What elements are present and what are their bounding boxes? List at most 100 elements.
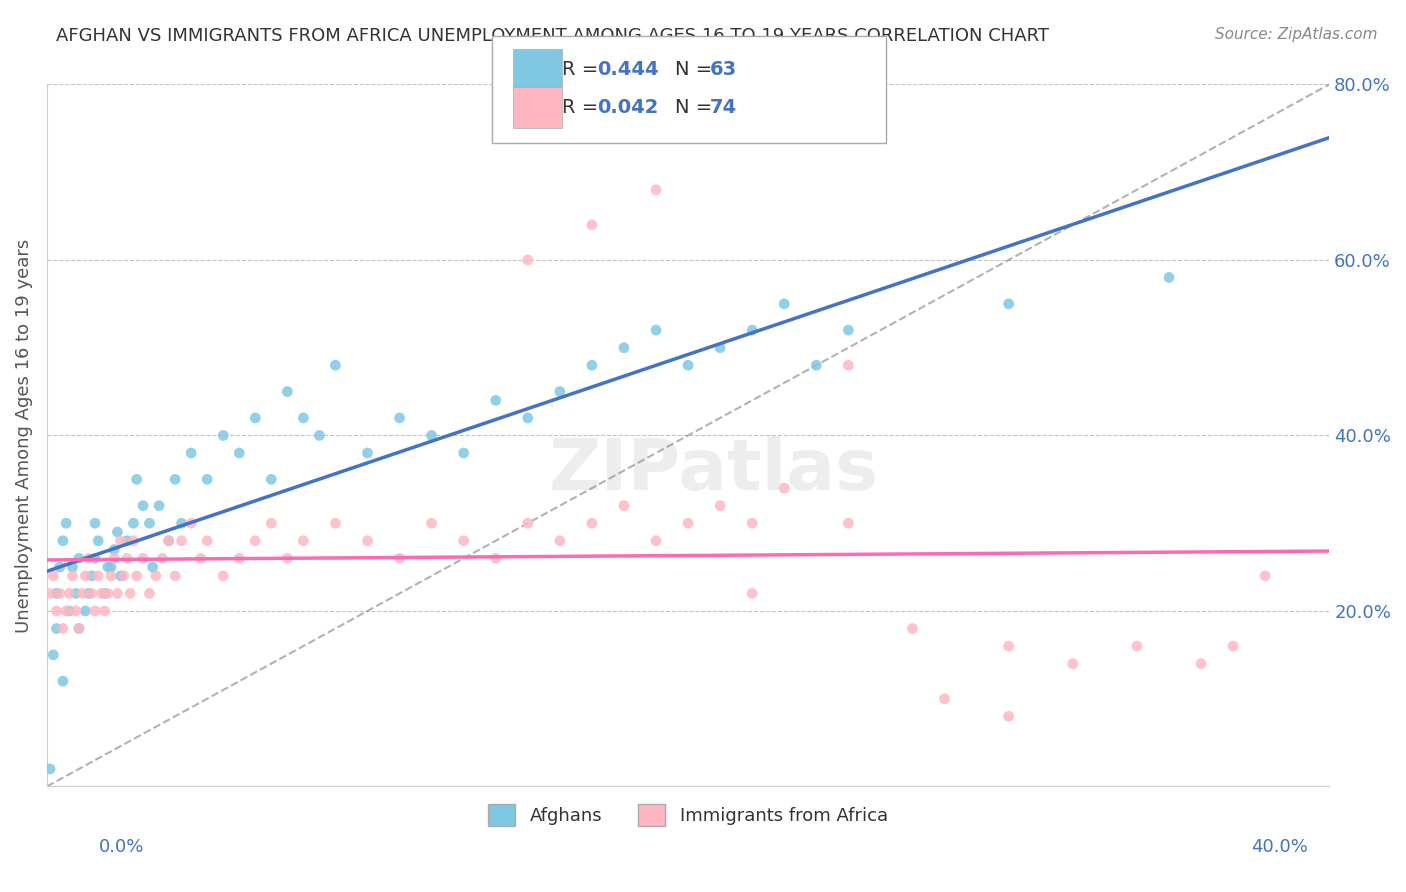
Point bbox=[67, 622, 90, 636]
Point bbox=[48, 586, 70, 600]
Point bbox=[516, 411, 538, 425]
Point bbox=[645, 183, 668, 197]
Point bbox=[388, 551, 411, 566]
Point bbox=[110, 533, 132, 548]
Point bbox=[65, 586, 87, 600]
Point bbox=[997, 639, 1019, 653]
Text: N =: N = bbox=[675, 98, 718, 118]
Text: N =: N = bbox=[675, 60, 718, 79]
Point bbox=[276, 551, 298, 566]
Point bbox=[308, 428, 330, 442]
Point bbox=[581, 218, 603, 232]
Point bbox=[516, 516, 538, 531]
Legend: Afghans, Immigrants from Africa: Afghans, Immigrants from Africa bbox=[481, 797, 896, 834]
Point bbox=[581, 358, 603, 372]
Point bbox=[42, 648, 65, 662]
Point bbox=[276, 384, 298, 399]
Point bbox=[837, 323, 859, 337]
Point bbox=[548, 533, 571, 548]
Point bbox=[292, 533, 315, 548]
Point bbox=[97, 560, 120, 574]
Point bbox=[1222, 639, 1244, 653]
Point bbox=[741, 323, 763, 337]
Point bbox=[45, 622, 67, 636]
Text: 0.444: 0.444 bbox=[598, 60, 659, 79]
Text: Source: ZipAtlas.com: Source: ZipAtlas.com bbox=[1215, 27, 1378, 42]
Point bbox=[180, 516, 202, 531]
Point bbox=[84, 604, 107, 618]
Point bbox=[356, 446, 378, 460]
Point bbox=[138, 516, 160, 531]
Point bbox=[325, 358, 347, 372]
Point bbox=[645, 323, 668, 337]
Point bbox=[115, 551, 138, 566]
Point bbox=[120, 586, 142, 600]
Point bbox=[1157, 270, 1180, 285]
Point bbox=[741, 516, 763, 531]
Point bbox=[997, 709, 1019, 723]
Point bbox=[90, 586, 112, 600]
Point bbox=[62, 560, 84, 574]
Text: R =: R = bbox=[562, 98, 605, 118]
Point bbox=[55, 516, 77, 531]
Point bbox=[180, 446, 202, 460]
Point bbox=[48, 560, 70, 574]
Point bbox=[212, 569, 235, 583]
Point bbox=[80, 569, 103, 583]
Point bbox=[75, 569, 97, 583]
Point bbox=[125, 569, 148, 583]
Text: 0.042: 0.042 bbox=[598, 98, 659, 118]
Point bbox=[165, 472, 187, 486]
Point bbox=[901, 622, 924, 636]
Point bbox=[62, 569, 84, 583]
Point bbox=[100, 560, 122, 574]
Point bbox=[581, 516, 603, 531]
Point bbox=[112, 569, 135, 583]
Point bbox=[516, 252, 538, 267]
Point bbox=[709, 499, 731, 513]
Point bbox=[195, 472, 218, 486]
Point bbox=[103, 551, 125, 566]
Point bbox=[292, 411, 315, 425]
Point bbox=[934, 691, 956, 706]
Point bbox=[420, 516, 443, 531]
Point bbox=[645, 533, 668, 548]
Point bbox=[58, 604, 80, 618]
Point bbox=[107, 524, 129, 539]
Point bbox=[132, 499, 155, 513]
Point bbox=[132, 551, 155, 566]
Point bbox=[148, 499, 170, 513]
Point bbox=[45, 604, 67, 618]
Point bbox=[325, 516, 347, 531]
Text: 63: 63 bbox=[710, 60, 737, 79]
Point bbox=[100, 569, 122, 583]
Point bbox=[676, 516, 699, 531]
Point bbox=[548, 384, 571, 399]
Point bbox=[93, 604, 115, 618]
Point bbox=[837, 358, 859, 372]
Point bbox=[107, 586, 129, 600]
Point bbox=[837, 516, 859, 531]
Point bbox=[39, 586, 62, 600]
Point bbox=[110, 569, 132, 583]
Point bbox=[145, 569, 167, 583]
Text: 0.0%: 0.0% bbox=[98, 838, 143, 856]
Point bbox=[157, 533, 180, 548]
Point bbox=[228, 446, 250, 460]
Point bbox=[80, 586, 103, 600]
Point bbox=[676, 358, 699, 372]
Point bbox=[42, 569, 65, 583]
Point bbox=[245, 411, 267, 425]
Point bbox=[52, 533, 75, 548]
Point bbox=[1254, 569, 1277, 583]
Point bbox=[997, 297, 1019, 311]
Point bbox=[170, 516, 193, 531]
Text: R =: R = bbox=[562, 60, 605, 79]
Point bbox=[67, 622, 90, 636]
Point bbox=[93, 586, 115, 600]
Point bbox=[613, 341, 636, 355]
Point bbox=[138, 586, 160, 600]
Point bbox=[741, 586, 763, 600]
Point bbox=[613, 499, 636, 513]
Point bbox=[65, 604, 87, 618]
